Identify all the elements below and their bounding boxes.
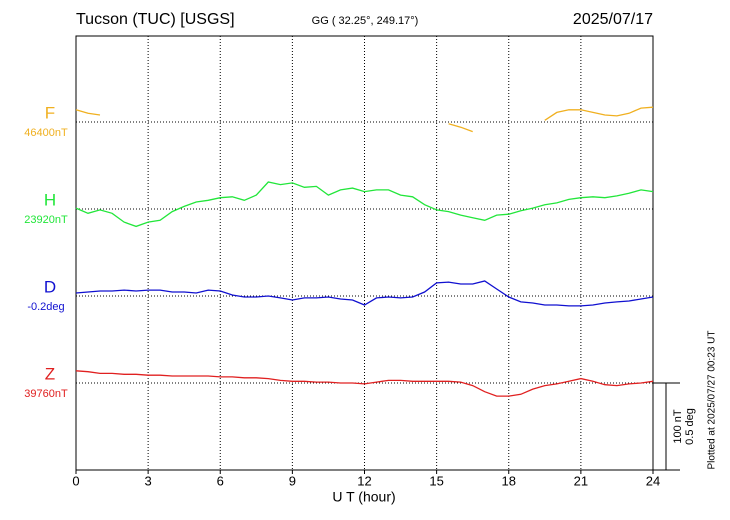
x-tick-label: 9 <box>289 473 296 488</box>
legend-name: H <box>44 190 56 209</box>
chart-date: 2025/07/17 <box>573 11 653 28</box>
series-line <box>75 181 654 228</box>
x-tick-label: 15 <box>429 473 443 488</box>
baseline-label: 39760nT <box>24 388 68 400</box>
x-tick-label: 0 <box>72 473 79 488</box>
baseline-label: -0.2deg <box>27 301 64 313</box>
baseline-label: 46400nT <box>24 127 68 139</box>
legend-name: F <box>45 103 55 122</box>
x-tick-label: 18 <box>502 473 516 488</box>
series-line <box>75 370 654 397</box>
legend-name: Z <box>45 364 55 383</box>
scale-bar-label: 0.5 deg <box>684 408 696 445</box>
x-tick-label: 6 <box>217 473 224 488</box>
legend-name: D <box>44 277 56 296</box>
chart-title: Tucson (TUC) [USGS] <box>76 11 235 28</box>
chart-subtitle: GG ( 32.25°, 249.17°) <box>312 15 419 27</box>
x-tick-label: 3 <box>145 473 152 488</box>
x-axis-label: U T (hour) <box>332 489 395 505</box>
series-line <box>75 280 654 307</box>
x-tick-label: 21 <box>574 473 588 488</box>
baseline-label: 23920nT <box>24 214 68 226</box>
x-tick-label: 12 <box>357 473 371 488</box>
series-line <box>75 106 654 133</box>
x-tick-label: 24 <box>646 473 660 488</box>
plotted-note: Plotted at 2025/07/27 00:23 UT <box>707 331 718 470</box>
scale-bar-label: 100 nT <box>672 409 684 444</box>
